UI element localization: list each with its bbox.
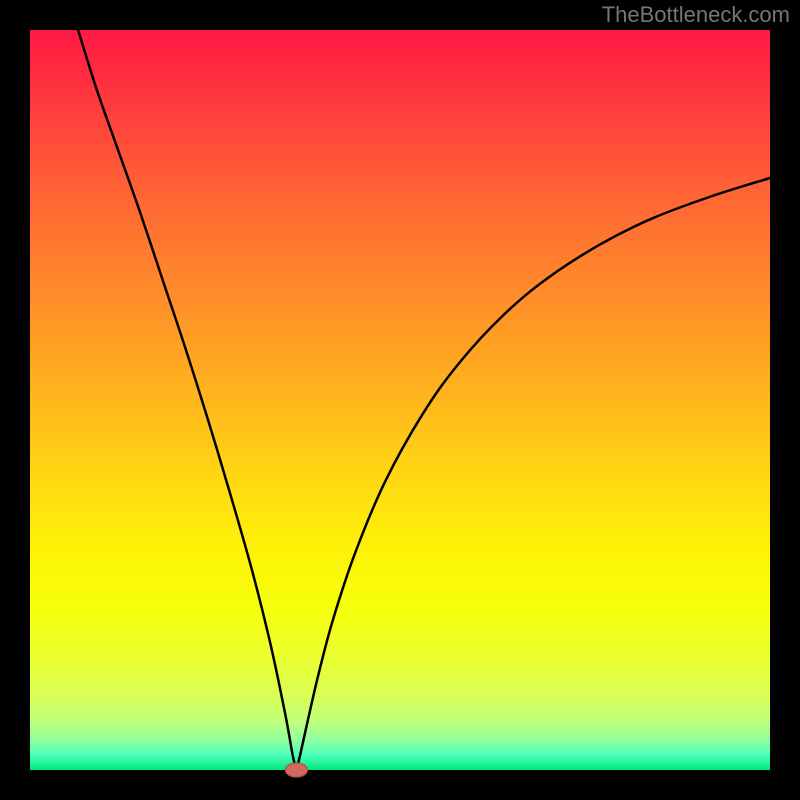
bottleneck-chart bbox=[0, 0, 800, 800]
minimum-marker bbox=[285, 763, 307, 777]
plot-background bbox=[30, 30, 770, 770]
watermark-text: TheBottleneck.com bbox=[602, 2, 790, 28]
